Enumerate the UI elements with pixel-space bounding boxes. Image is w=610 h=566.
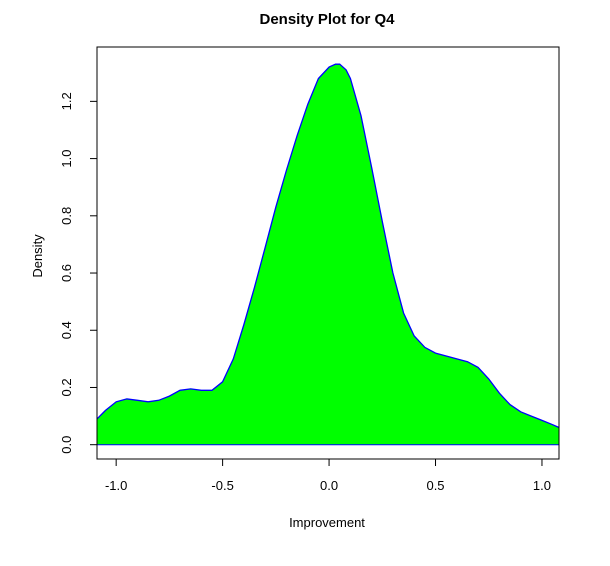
- x-tick-label: -0.5: [211, 478, 233, 493]
- x-axis: -1.0 -0.5 0.0 0.5 1.0: [105, 458, 551, 493]
- y-tick-label: 0.8: [59, 207, 74, 225]
- x-tick-label: -1.0: [105, 478, 127, 493]
- x-tick-label: 0.0: [320, 478, 338, 493]
- x-axis-label: Improvement: [289, 515, 365, 530]
- density-area: [97, 64, 559, 445]
- x-tick-label: 0.5: [426, 478, 444, 493]
- y-tick-label: 0.4: [59, 321, 74, 339]
- density-line: [96, 63, 560, 429]
- plot-area: [96, 46, 560, 460]
- y-tick-label: 0.6: [59, 264, 74, 282]
- x-tick-label: 1.0: [533, 478, 551, 493]
- chart-title: Density Plot for Q4: [259, 11, 395, 28]
- y-tick-label: 0.0: [59, 436, 74, 454]
- y-tick-label: 0.2: [59, 378, 74, 396]
- y-axis: 0.0 0.2 0.4 0.6 0.8 1.0 1.2: [59, 92, 98, 454]
- y-tick-label: 1.0: [59, 150, 74, 168]
- y-tick-label: 1.2: [59, 92, 74, 110]
- y-axis-label: Density: [30, 234, 45, 278]
